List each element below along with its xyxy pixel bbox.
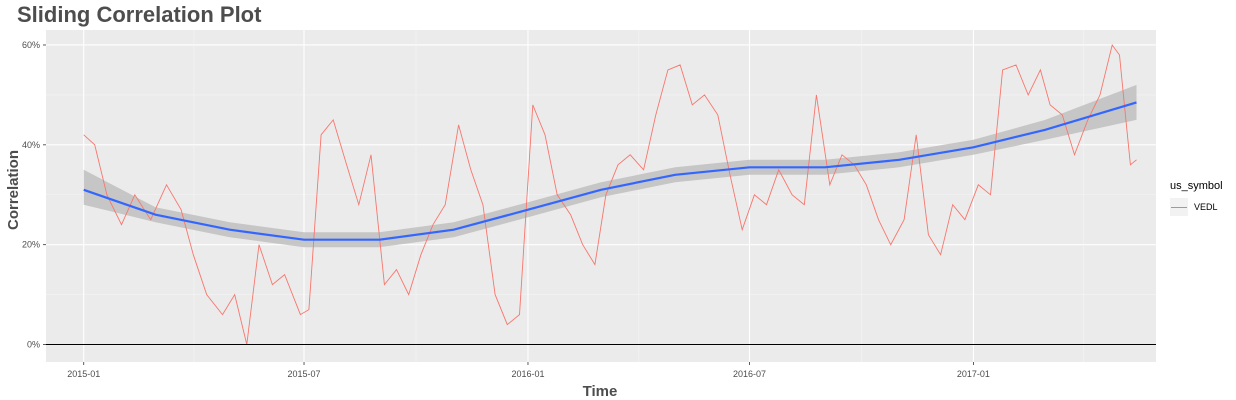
x-tick-label: 2016-07 [733, 369, 766, 379]
y-axis-title: Correlation [5, 150, 22, 230]
legend-title: us_symbol [1170, 180, 1223, 192]
x-tick-label: 2016-01 [511, 369, 544, 379]
legend: us_symbol VEDL [1170, 180, 1223, 216]
x-tick-label: 2015-07 [288, 369, 321, 379]
y-tick-label: 20% [22, 240, 40, 250]
series-line-vedl [83, 43, 1137, 345]
legend-item-vedl: VEDL [1170, 198, 1223, 216]
y-tick-label: 60% [22, 40, 40, 50]
legend-key-line [1170, 198, 1188, 216]
x-axis-title: Time [583, 383, 618, 400]
y-tick-label: 0% [27, 340, 40, 350]
chart-title: Sliding Correlation Plot [17, 2, 262, 27]
x-tick-label: 2015-01 [67, 369, 100, 379]
smooth-trend-line [83, 101, 1137, 241]
legend-label: VEDL [1194, 202, 1218, 212]
y-tick-label: 40% [22, 140, 40, 150]
x-tick-label: 2017-01 [957, 369, 990, 379]
